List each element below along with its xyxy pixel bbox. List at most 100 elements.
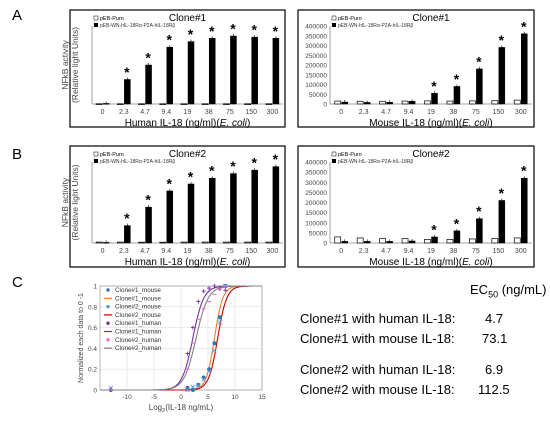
bar-receptor [124,79,131,105]
bar-control [138,103,145,105]
legend-swatch-receptor [332,23,336,27]
bar-control [116,103,124,105]
legend-swatch-receptor [94,159,98,163]
ec50-row-label: Clone#2 with human IL-18: [300,362,456,377]
x-tick-label: 0 [339,109,343,116]
panel-frame [297,145,535,268]
x-axis-label-source: E. coli [462,257,490,268]
bar-control [469,238,476,244]
bar-receptor [187,183,195,244]
legend-label: pEB-Puro [100,152,124,158]
legend-label: pEB-WN-hIL-18Rα-P2A-hIL-18Rβ [338,23,413,29]
data-point [212,284,217,288]
dose-response-panel: 00.20.40.60.81-10 -5 0 5 10 15Clone#1_mouseCl… [78,284,266,415]
data-point [190,388,195,392]
ec50-header-symbol: EC [470,282,489,297]
legend-label: Clone#2_human [115,345,162,352]
ec50-row-label: Clone#2 with mouse IL-18: [300,382,455,397]
y-tick-label: 50000 [309,92,327,99]
bar-receptor [453,230,461,244]
legend-label: pEB-WN-hIL-18Rα-P2A-hIL-18Rβ [100,23,175,29]
data-point [185,351,190,356]
y-axis-label-line: (Relative light Units) [70,27,80,103]
bar-control [244,241,252,244]
y-axis-label: Normalized each data to 0 -1 [78,293,85,383]
panel-frame [69,9,286,128]
significance-star: * [251,155,257,171]
legend-label: Clone#1_mouse [115,287,161,294]
legend-label: pEB-Puro [338,16,362,22]
y-tick-label: 0.4 [88,346,97,353]
y-tick-label: 0 [93,388,97,395]
x-axis-label: Human IL-18 (ng/ml)(E. coli) [125,118,251,129]
x-tick-label: 150 [245,109,257,116]
bar-control [159,241,167,244]
data-point [212,341,217,346]
x-axis-label-source: E. coli [220,118,248,129]
bar-control [180,103,188,105]
legend-label: Clone#1_human [115,329,162,336]
bar-control [180,241,188,244]
panel-letter: C [12,274,23,291]
x-axis-label-text: Log [149,403,162,412]
bar-control [379,238,386,244]
bar-receptor [476,68,483,105]
bar-receptor [363,102,371,105]
bar-control [201,103,209,105]
significance-star: * [124,64,130,80]
legend-label: Clone#2_mouse [115,304,161,311]
x-tick-label: 300 [515,109,527,116]
y-tick-label: 400000 [305,160,327,167]
bar-receptor [408,101,416,105]
data-point [201,375,206,380]
ec50-table: EC50 (ng/mL) Clone#1 with human IL-18: 4… [300,276,546,397]
y-axis-label-line: (Relative light Units) [70,164,80,240]
y-axis-label-line: NFkB activity [60,177,70,227]
bar-control [513,237,521,244]
x-axis-label-subscript: 2 [162,408,165,414]
x-tick-label: 9.4 [404,248,414,255]
y-tick-label: 150000 [305,210,327,217]
significance-star: * [431,78,437,94]
legend-label: Clone#1_human [115,320,162,327]
bar-receptor [272,166,280,244]
bar-receptor [498,47,506,105]
bar-receptor [408,240,416,244]
x-tick-label: 150 [492,109,504,116]
y-tick-label: 0.2 [88,367,97,374]
bar-receptor [166,46,174,105]
y-tick-label: 0.6 [88,325,97,332]
x-tick-label: 19 [427,109,435,116]
bar-receptor [145,206,152,244]
bar-control [424,239,431,244]
legend-marker [106,304,110,309]
legend-label: pEB-Puro [338,152,362,158]
x-tick-label: 2.3 [119,248,129,255]
data-point [108,385,114,391]
panel-letter: B [12,146,22,163]
data-point [212,348,217,353]
bar-control [424,100,431,105]
ec50-row-value: 6.9 [485,362,504,377]
bar-control [116,241,124,244]
bar-control [95,241,103,244]
bar-control [244,103,252,105]
bar-receptor [208,38,216,105]
x-tick-label: 150 [245,248,257,255]
bar-control [446,100,454,105]
significance-star: * [273,151,279,167]
y-axis-label-line: NFkB activity [60,39,70,89]
bar-panel: Clone#1 0 * 2.3 * 4.7 * 9.4 * 19 * 38 * 75 * 150 * 300 pEB… [60,9,286,129]
panel-letter: A [12,7,22,24]
data-point [207,367,212,372]
significance-star: * [124,210,130,226]
x-tick-label: 4.7 [140,109,150,116]
x-tick-label: 19 [184,248,192,255]
bar-control [401,238,409,244]
x-tick-label: 0 [101,109,105,116]
significance-star: * [499,32,505,48]
bar-receptor [431,236,438,244]
y-tick-label: 350000 [305,170,327,177]
y-tick-label: 250000 [305,53,327,60]
